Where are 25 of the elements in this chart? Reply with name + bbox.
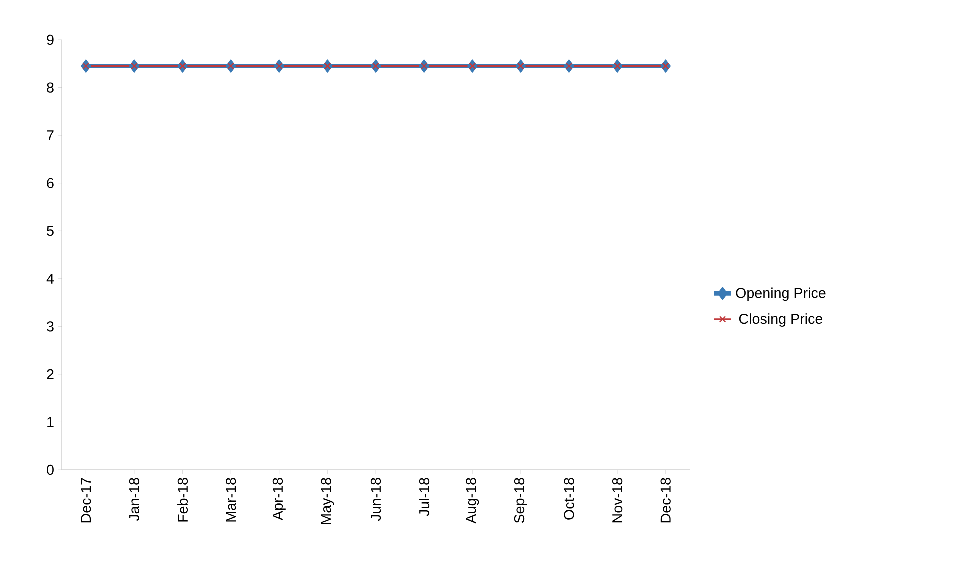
x-tick-label: Aug-18	[466, 478, 480, 524]
legend-label: Opening Price	[736, 288, 826, 302]
x-tick-label: May-18	[321, 478, 334, 524]
y-tick-label: 7	[47, 130, 54, 140]
x-tick-label: Feb-18	[178, 478, 188, 522]
x-tick-label: Oct-18	[564, 478, 574, 520]
x-tick-label: Jun-18	[370, 478, 382, 522]
y-tick-label: 9	[47, 34, 54, 46]
x-tick-label: Apr-18	[272, 478, 286, 521]
x-tick-label: Dec-17	[81, 478, 92, 523]
x-tick-label: Dec-18	[660, 478, 671, 523]
y-tick-label: 1	[48, 417, 54, 428]
y-tick-label: 5	[47, 226, 54, 236]
x-tick-label: Jul-18	[419, 478, 430, 516]
y-tick-label: 0	[47, 464, 54, 476]
x-tick-label: Sep-18	[514, 478, 528, 524]
x-tick-label: Nov-18	[612, 478, 623, 523]
y-tick-label: 4	[46, 274, 54, 284]
y-tick-label: 3	[47, 322, 54, 332]
x-tick-label: Mar-18	[226, 478, 236, 522]
x-tick-label: Jan-18	[129, 478, 140, 522]
legend-label: Closing Price	[739, 314, 823, 327]
y-tick-label: 8	[47, 82, 54, 93]
y-tick-label: 2	[47, 369, 54, 380]
y-tick-label: 6	[47, 178, 54, 188]
